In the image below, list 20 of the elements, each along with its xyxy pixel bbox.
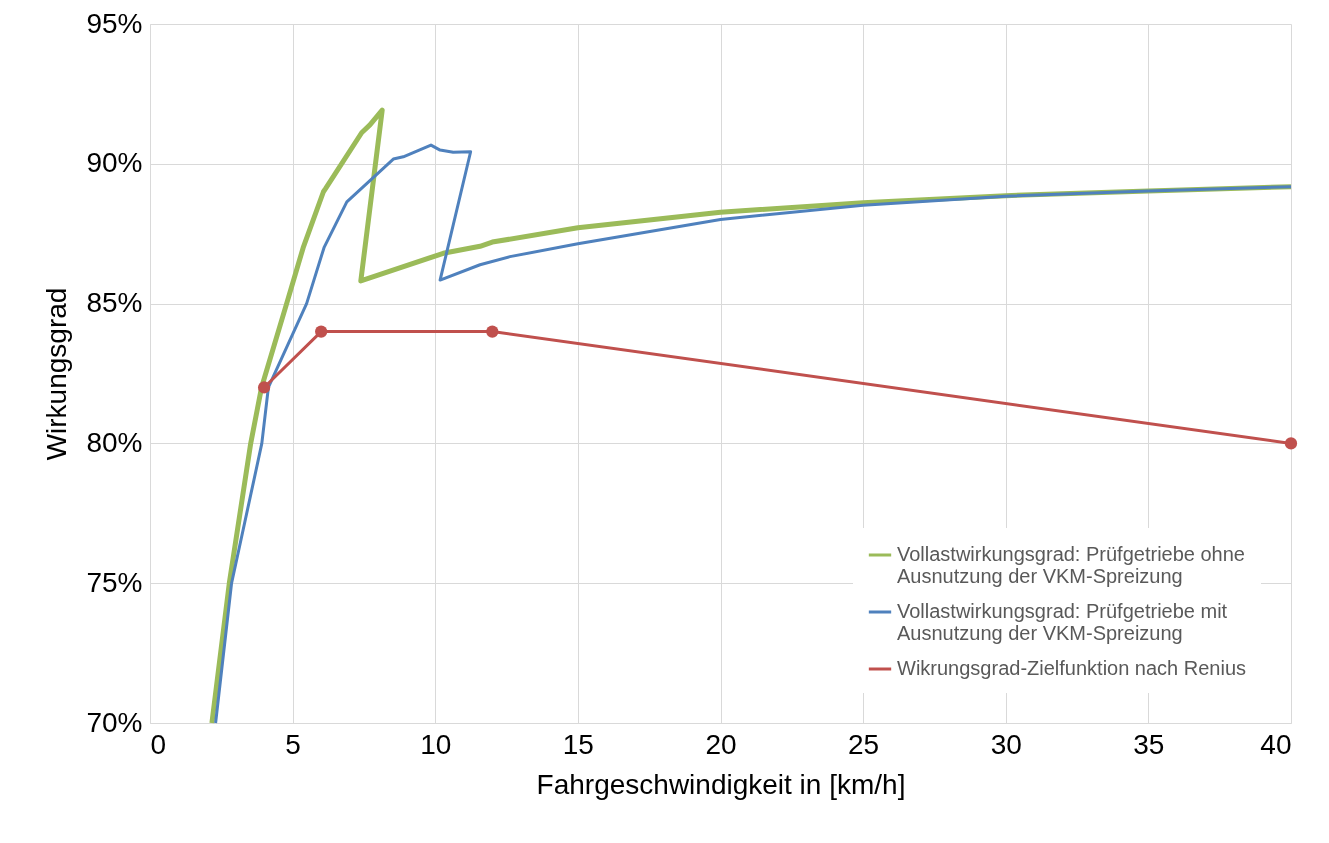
y-tick-label: 70% [86,706,143,738]
x-tick-label: 40 [1260,728,1292,760]
y-tick-label: 75% [86,566,143,598]
x-tick-label: 10 [420,728,452,760]
y-tick-label: 80% [86,426,143,458]
x-tick-label: 15 [562,728,594,760]
x-tick-label: 25 [848,728,880,760]
x-tick-label: 20 [705,728,737,760]
y-axis-title: Wirkungsgrad [41,287,73,461]
x-axis-title: Fahrgeschwindigkeit in [km/h] [536,768,906,800]
x-tick-label: 35 [1133,728,1165,760]
y-tick-label: 90% [86,147,143,179]
legend-label: Wikrungsgrad-Zielfunktion nach Renius [897,657,1247,679]
y-tick-label: 85% [86,287,143,319]
legend-label: Vollastwirkungsgrad: Prüfgetriebe mit Ausnutzung der VKM-Spreizung [897,600,1228,644]
x-tick-label: 5 [285,728,301,760]
y-tick-label: 95% [86,7,143,39]
legend-label: Vollastwirkungsgrad: Prüfgetriebe ohne Ausnutzung der VKM-Spreizung [897,543,1245,587]
x-tick-label: 0 [150,728,167,760]
x-tick-label: 30 [990,728,1022,760]
